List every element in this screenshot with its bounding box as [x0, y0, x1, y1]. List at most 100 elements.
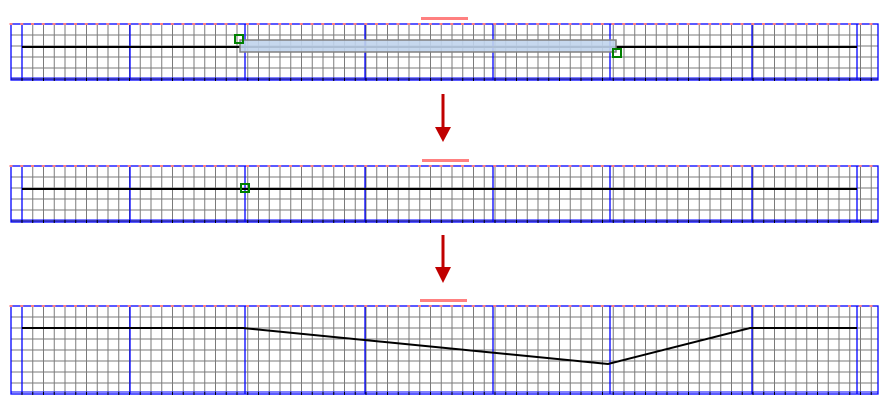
ruler-marker: [74, 305, 77, 307]
ruler-marker: [353, 23, 357, 25]
ruler-marker: [504, 305, 507, 307]
ruler-marker: [805, 165, 808, 167]
ruler-marker: [805, 23, 808, 25]
ruler-marker: [181, 23, 185, 25]
ruler-marker: [310, 165, 314, 167]
ruler-marker: [149, 305, 153, 307]
ruler-marker: [439, 23, 443, 25]
ruler-marker: [697, 23, 701, 25]
ruler-marker: [686, 23, 690, 25]
ruler-marker: [31, 165, 34, 167]
ruler-marker: [439, 165, 443, 167]
ruler-marker: [525, 305, 529, 307]
ruler-marker: [127, 305, 131, 307]
ruler-marker: [138, 305, 142, 307]
ruler-marker: [848, 305, 851, 307]
ruler-marker: [525, 23, 529, 25]
ruler-marker: [63, 23, 67, 25]
ruler-marker: [74, 165, 77, 167]
ruler-marker: [697, 165, 701, 167]
ruler-marker: [482, 305, 486, 307]
ruler-marker: [20, 305, 24, 307]
ruler-marker: [74, 23, 77, 25]
ruler-marker: [192, 305, 196, 307]
ruler-marker: [418, 165, 421, 167]
ruler-marker: [407, 23, 411, 25]
ruler-marker: [686, 165, 690, 167]
ruler-marker: [353, 305, 357, 307]
ruler-marker: [353, 165, 357, 167]
ruler-marker: [31, 23, 34, 25]
ruler-marker: [719, 305, 722, 307]
ruler-marker: [332, 305, 335, 307]
ruler-marker: [837, 165, 841, 167]
ruler-marker: [504, 165, 507, 167]
ruler-marker: [708, 165, 712, 167]
title-marker: [422, 159, 469, 162]
ruler-marker: [600, 305, 604, 307]
ruler-marker: [213, 23, 217, 25]
ruler-marker: [213, 165, 217, 167]
ruler-marker: [654, 305, 658, 307]
point-handle: [240, 183, 250, 193]
ruler-marker: [751, 23, 755, 25]
ruler-marker: [676, 305, 679, 307]
selection-handle: [612, 48, 622, 58]
ruler-marker: [869, 305, 873, 307]
ruler-marker: [418, 305, 421, 307]
ruler-marker: [385, 23, 389, 25]
ruler-marker: [256, 165, 260, 167]
ruler-marker: [471, 165, 475, 167]
ruler-marker: [95, 23, 99, 25]
ruler-marker: [676, 23, 679, 25]
ruler-marker: [633, 165, 636, 167]
ruler-marker: [52, 305, 56, 307]
ruler-marker: [633, 305, 636, 307]
ruler-marker: [762, 165, 765, 167]
ruler-marker: [579, 305, 583, 307]
ruler-marker: [514, 165, 518, 167]
ruler-marker: [826, 165, 830, 167]
ruler-marker: [127, 165, 131, 167]
panel-border: [10, 23, 879, 81]
ruler-marker: [794, 305, 798, 307]
selection-handle: [234, 34, 244, 44]
ruler-marker: [203, 23, 206, 25]
panel-selection-step: [9, 17, 879, 81]
ruler-marker: [772, 305, 776, 307]
ruler-marker: [665, 305, 669, 307]
ruler-marker: [41, 165, 45, 167]
selection-rectangle: [239, 39, 617, 53]
ruler-marker: [837, 305, 841, 307]
ruler-marker: [299, 165, 303, 167]
ruler-marker: [633, 23, 636, 25]
ruler-marker: [385, 305, 389, 307]
ruler-marker: [364, 23, 368, 25]
ruler-marker: [138, 23, 142, 25]
ruler-marker: [805, 305, 808, 307]
ruler-marker: [568, 165, 572, 167]
ruler-marker: [536, 165, 540, 167]
ruler-marker: [213, 305, 217, 307]
ruler-marker: [794, 165, 798, 167]
ruler-marker: [407, 305, 411, 307]
ruler-marker: [772, 23, 776, 25]
ruler-marker: [299, 23, 303, 25]
ruler-marker: [203, 165, 206, 167]
ruler-marker: [740, 305, 744, 307]
ruler-marker: [41, 23, 45, 25]
panel-background: [11, 166, 878, 222]
ruler-marker: [471, 23, 475, 25]
ruler-marker: [267, 165, 271, 167]
ruler-marker: [375, 305, 378, 307]
ruler-marker: [310, 23, 314, 25]
ruler-marker: [396, 165, 400, 167]
ruler-marker: [514, 23, 518, 25]
ruler-marker: [858, 305, 862, 307]
ruler-marker: [332, 23, 335, 25]
ruler-marker: [600, 165, 604, 167]
ruler-marker: [815, 305, 819, 307]
ruler-marker: [815, 165, 819, 167]
ruler-marker: [471, 305, 475, 307]
ruler-marker: [482, 23, 486, 25]
